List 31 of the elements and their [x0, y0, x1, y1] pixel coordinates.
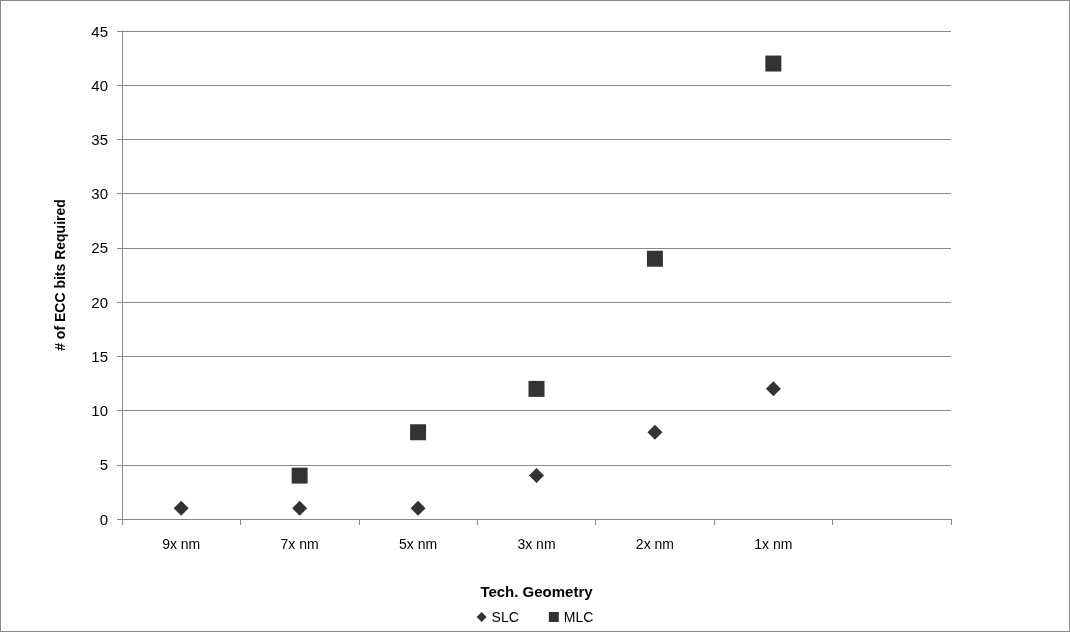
point: [647, 424, 663, 440]
legend-label: SLC: [491, 609, 519, 625]
point: [528, 380, 545, 397]
y-axis-title: # of ECC bits Required: [52, 199, 68, 351]
y-tick-label: 15: [91, 347, 108, 365]
point: [291, 467, 308, 484]
y-tick-label: 35: [91, 130, 108, 148]
x-tick-label: 1x nm: [754, 536, 793, 552]
x-axis-title: Tech. Geometry: [480, 583, 594, 600]
y-tick-label: 0: [99, 510, 108, 528]
y-tick-label: 5: [99, 456, 108, 474]
x-tick-label: 9x nm: [162, 536, 201, 552]
y-tick-label: 10: [91, 402, 108, 420]
point: [646, 250, 663, 267]
y-tick-label: 25: [91, 239, 108, 257]
y-tick-label: 30: [91, 185, 108, 203]
x-tick-label: 2x nm: [635, 536, 674, 552]
y-tick-label: 40: [91, 76, 108, 94]
legend-label: MLC: [563, 609, 594, 625]
point: [410, 424, 427, 441]
point: [765, 55, 782, 72]
x-tick-label: 7x nm: [280, 536, 319, 552]
point: [765, 381, 781, 397]
point: [410, 500, 426, 516]
y-tick-label: 45: [91, 22, 108, 40]
x-tick-label: 5x nm: [399, 536, 438, 552]
point: [292, 500, 308, 516]
point: [529, 468, 544, 484]
y-tick-label: 20: [91, 293, 108, 311]
x-tick-label: 3x nm: [517, 536, 556, 552]
point: [173, 500, 189, 516]
